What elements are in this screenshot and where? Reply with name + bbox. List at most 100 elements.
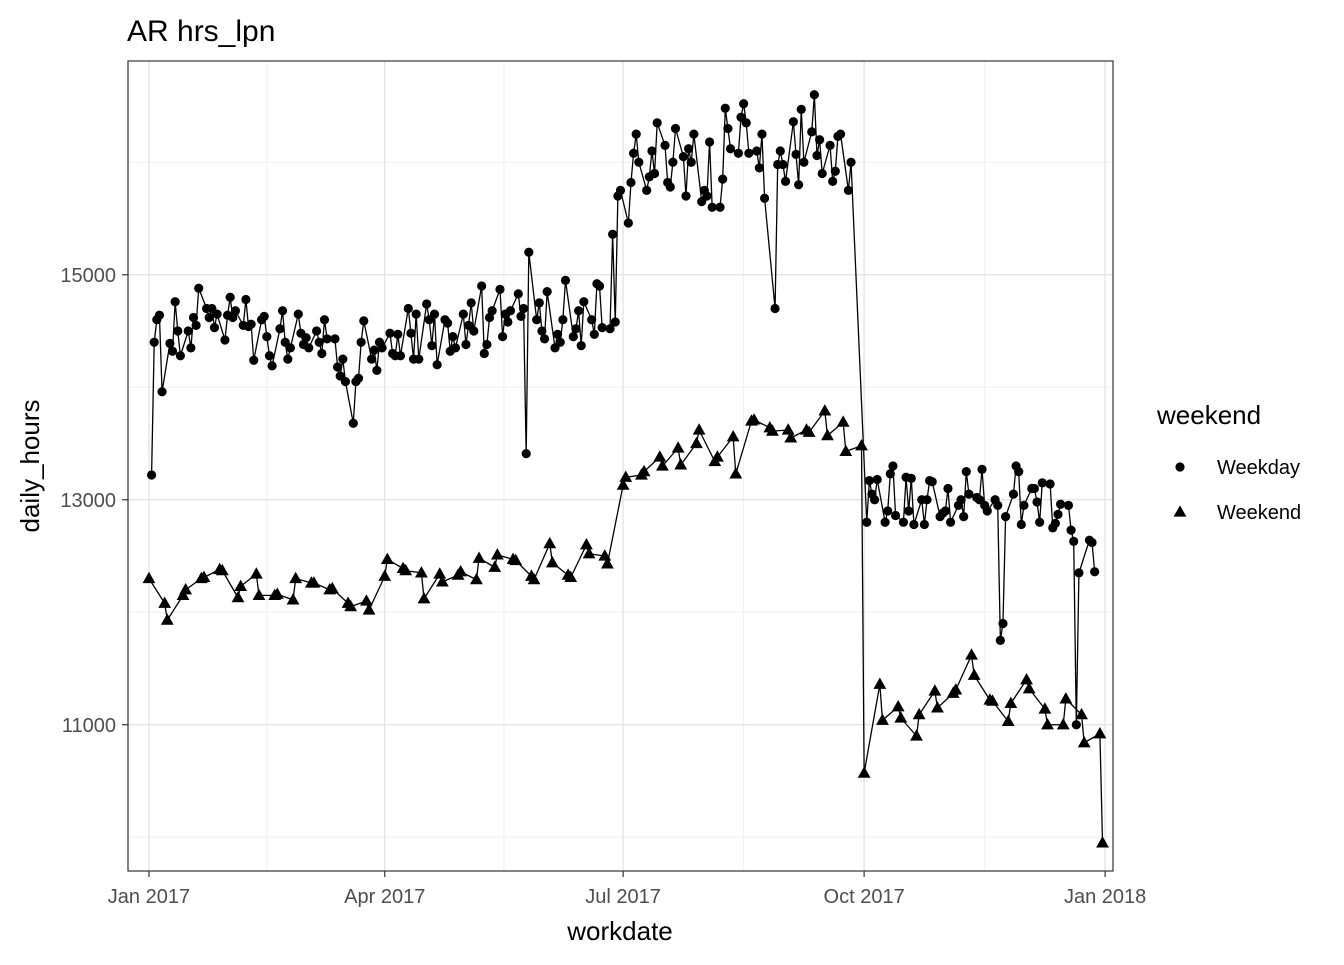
weekend-point: [674, 458, 688, 470]
weekday-point: [652, 118, 662, 128]
weekday-point: [220, 335, 230, 345]
weekend-point: [433, 567, 447, 579]
weekend-point: [252, 588, 266, 600]
weekday-point: [516, 311, 526, 321]
weekday-point: [301, 333, 311, 343]
weekday-point: [883, 506, 893, 516]
weekend-point: [949, 683, 963, 695]
weekend-point: [1096, 836, 1109, 848]
weekend-point: [656, 459, 669, 471]
weekday-point: [770, 303, 780, 314]
weekday-point: [817, 168, 827, 179]
weekend-point: [1041, 718, 1054, 730]
weekend-point: [378, 569, 392, 581]
weekday-point: [505, 306, 516, 316]
weekday-point: [469, 326, 479, 336]
weekend-point: [415, 566, 428, 578]
weekday-point: [977, 464, 987, 474]
weekend-point: [894, 711, 908, 723]
weekday-point: [191, 320, 201, 330]
weekday-point: [904, 506, 914, 516]
weekday-point: [183, 326, 193, 336]
weekday-point: [534, 298, 544, 308]
weekday-point: [432, 360, 442, 370]
weekday-point: [825, 140, 835, 150]
weekday-point: [319, 315, 330, 325]
weekday-point: [660, 140, 670, 150]
weekend-point: [1038, 702, 1052, 714]
weekday-point: [188, 312, 199, 323]
weekday-point: [348, 418, 358, 428]
weekday-point: [1066, 525, 1076, 535]
weekend-point: [307, 576, 321, 588]
weekday-point: [998, 618, 1008, 629]
weekday-point: [194, 283, 204, 293]
weekday-point: [757, 129, 767, 139]
legend-label: Weekend: [1217, 502, 1301, 524]
weekend-point: [726, 430, 740, 442]
legend-key-weekend: [1173, 505, 1187, 517]
weekday-point: [241, 294, 251, 305]
weekday-point: [173, 326, 183, 336]
weekday-point: [1069, 536, 1079, 546]
weekday-point: [553, 329, 563, 339]
weekday-point: [642, 185, 652, 195]
weekday-point: [1037, 478, 1047, 488]
weekday-point: [956, 495, 966, 505]
weekend-point: [690, 436, 703, 449]
weekday-point: [479, 348, 489, 359]
weekday-point: [919, 519, 929, 530]
weekday-point: [149, 337, 159, 347]
weekday-point: [209, 323, 220, 333]
weekday-point: [626, 177, 636, 188]
weekday-point: [759, 193, 770, 203]
weekend-point: [836, 415, 850, 427]
weekday-point: [909, 519, 919, 530]
weekday-point: [943, 483, 953, 494]
weekend-point: [601, 557, 614, 569]
weekday-point: [597, 323, 607, 333]
weekend-point: [215, 563, 229, 576]
weekend-point: [270, 587, 284, 599]
weekday-point: [922, 495, 932, 505]
chart-title: AR hrs_lpn: [127, 15, 275, 48]
weekday-point: [1029, 483, 1040, 494]
weekend-point: [873, 677, 887, 689]
weekday-point: [498, 332, 508, 342]
weekday-point: [788, 117, 798, 127]
x-axis-title: workdate: [566, 916, 673, 946]
weekend-point: [582, 547, 596, 559]
weekend-point: [784, 431, 798, 443]
weekday-point: [898, 517, 909, 527]
weekday-point: [678, 152, 688, 162]
weekday-point: [521, 449, 531, 459]
weekday-point: [576, 341, 586, 351]
weekday-point: [961, 467, 971, 477]
weekday-point: [718, 174, 728, 184]
weekday-point: [332, 362, 343, 372]
weekday-point: [542, 287, 552, 297]
weekday-point: [615, 185, 626, 195]
weekend-point: [490, 548, 504, 560]
weekday-point: [733, 148, 743, 158]
weekend-point: [910, 729, 923, 741]
weekday-point: [812, 150, 822, 161]
weekday-point: [890, 510, 901, 521]
weekday-point: [775, 146, 785, 156]
weekend-point: [1004, 696, 1018, 708]
weekend-point: [344, 599, 358, 612]
weekday-point: [684, 144, 694, 154]
weekend-point: [289, 571, 303, 584]
x-tick-label: Jan 2017: [108, 886, 190, 908]
weekday-point: [422, 299, 432, 309]
weekend-point: [488, 560, 502, 572]
weekday-point: [864, 476, 874, 486]
weekday-point: [665, 182, 675, 192]
weekday-point: [356, 337, 366, 347]
weekend-point: [598, 549, 612, 561]
weekday-point: [322, 334, 332, 344]
weekday-point: [495, 284, 505, 294]
weekday-point: [670, 123, 681, 134]
weekday-point: [605, 324, 615, 334]
